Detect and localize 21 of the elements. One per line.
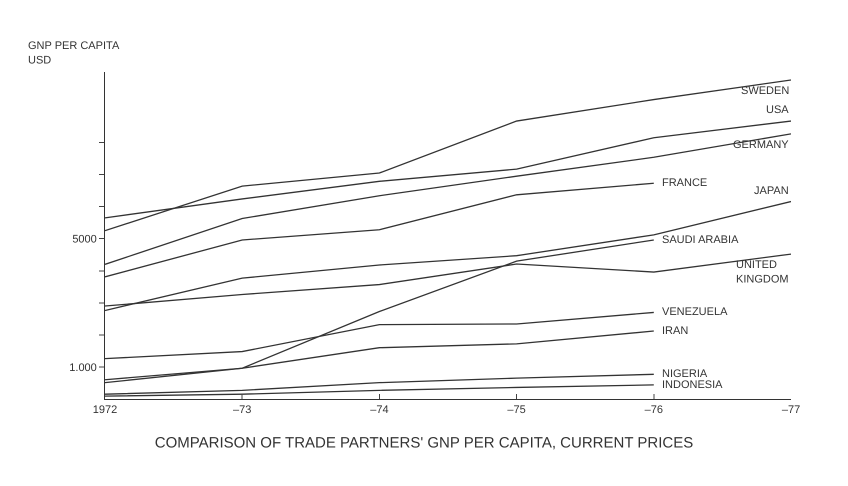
series-label: VENEZUELA [662,306,728,318]
series-label: NIGERIA [662,368,708,380]
x-tick-label: –76 [644,404,663,416]
x-tick-label: –74 [370,404,389,416]
series-label: IRAN [662,325,688,337]
text: COMPARISON OF TRADE PARTNERS' GNP PER CAPITA, CURRENT PRICES [154,434,694,452]
series-label: USA [766,104,790,116]
x-tick-label: –75 [507,404,526,416]
y-axis-title: GNP PER CAPITA USD [28,40,120,66]
series-label: SWEDEN [741,85,790,97]
series-label: INDONESIA [662,379,724,391]
series-label: GERMANY [733,139,790,151]
y-tick-label: 5000 [72,234,97,246]
series-label: JAPAN [754,185,789,197]
x-tick-label: 1972 [92,404,118,416]
series-label: SAUDI ARABIA [662,234,740,246]
series-label: UNITED KINGDOM [736,259,789,286]
x-tick-label: –77 [782,404,800,416]
y-tick-label: 1.000 [69,362,97,374]
series-label: FRANCE [662,177,708,189]
x-tick-label: –73 [233,404,252,416]
